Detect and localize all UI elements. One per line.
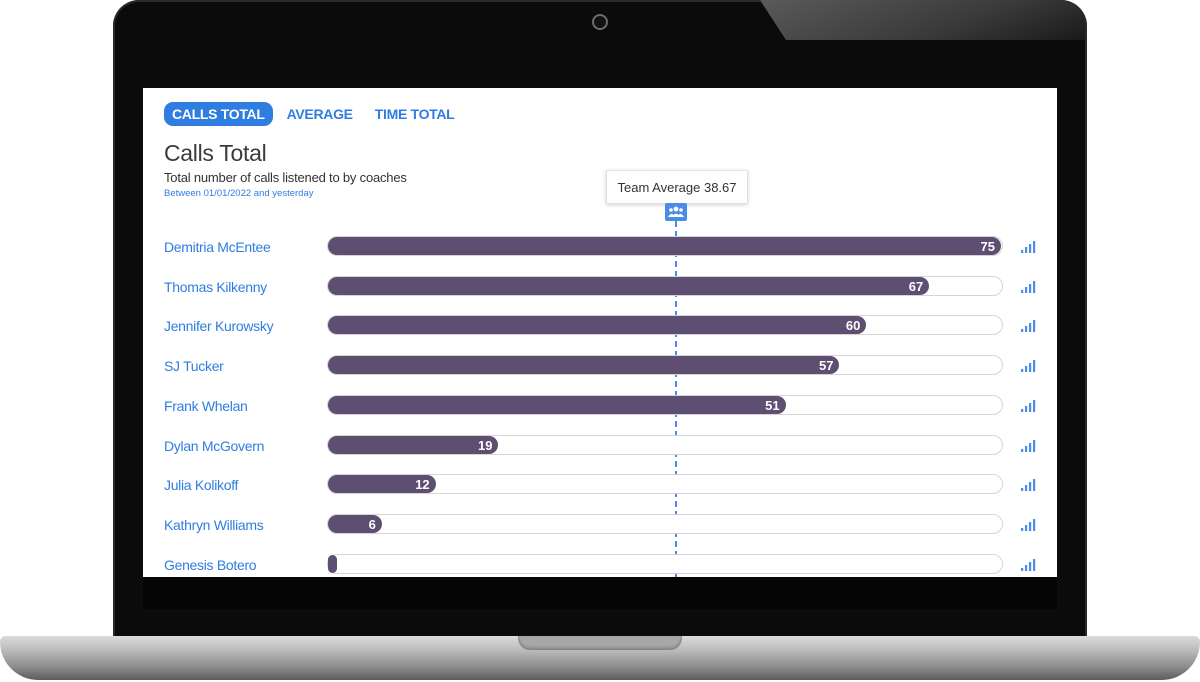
- bar-track: 51: [327, 395, 1003, 415]
- bar-signal-icon[interactable]: [1020, 516, 1036, 532]
- bar-value-label: 19: [478, 438, 492, 453]
- screen-bezel-bottom: [143, 577, 1057, 609]
- coach-name-link[interactable]: Jennifer Kurowsky: [164, 318, 273, 334]
- bar-signal-icon[interactable]: [1020, 476, 1036, 492]
- bar-value-label: 6: [369, 517, 376, 532]
- bar-value-label: 75: [981, 239, 995, 254]
- screen-glare: [760, 0, 1085, 40]
- bar-signal-icon[interactable]: [1020, 556, 1036, 572]
- bar-fill: 75: [328, 237, 1001, 255]
- coach-name-link[interactable]: Dylan McGovern: [164, 438, 264, 454]
- table-row: Genesis Botero: [143, 554, 1057, 577]
- tab-average[interactable]: AVERAGE: [279, 102, 361, 126]
- bar-fill: 57: [328, 356, 839, 374]
- bar-fill: [328, 555, 337, 573]
- bar-signal-icon[interactable]: [1020, 357, 1036, 373]
- team-icon[interactable]: [665, 203, 687, 221]
- bar-signal-icon[interactable]: [1020, 278, 1036, 294]
- bar-value-label: 60: [846, 318, 860, 333]
- bar-fill: 51: [328, 396, 786, 414]
- laptop-notch: [518, 636, 682, 650]
- table-row: Frank Whelan 51: [143, 395, 1057, 419]
- bar-signal-icon[interactable]: [1020, 317, 1036, 333]
- page-title: Calls Total: [164, 140, 266, 167]
- tab-bar: CALLS TOTAL AVERAGE TIME TOTAL: [164, 102, 468, 126]
- bar-fill: 60: [328, 316, 866, 334]
- coach-name-link[interactable]: Genesis Botero: [164, 557, 256, 573]
- bar-fill: 6: [328, 515, 382, 533]
- coach-name-link[interactable]: SJ Tucker: [164, 358, 224, 374]
- bar-fill: 19: [328, 436, 498, 454]
- bar-track: 6: [327, 514, 1003, 534]
- date-range: Between 01/01/2022 and yesterday: [164, 188, 313, 199]
- bar-value-label: 12: [415, 477, 429, 492]
- table-row: Thomas Kilkenny 67: [143, 276, 1057, 300]
- bar-value-label: 57: [819, 358, 833, 373]
- table-row: Kathryn Williams 6: [143, 514, 1057, 538]
- coach-name-link[interactable]: Demitria McEntee: [164, 239, 270, 255]
- bar-fill: 67: [328, 277, 929, 295]
- team-average-tooltip: Team Average 38.67: [606, 170, 748, 204]
- table-row: Julia Kolikoff 12: [143, 474, 1057, 498]
- bar-signal-icon[interactable]: [1020, 238, 1036, 254]
- bar-track: 12: [327, 474, 1003, 494]
- coach-name-link[interactable]: Julia Kolikoff: [164, 477, 238, 493]
- table-row: Demitria McEntee 75: [143, 236, 1057, 260]
- table-row: Jennifer Kurowsky 60: [143, 315, 1057, 339]
- bar-signal-icon[interactable]: [1020, 437, 1036, 453]
- bar-signal-icon[interactable]: [1020, 397, 1036, 413]
- bar-track: 57: [327, 355, 1003, 375]
- bar-track: [327, 554, 1003, 574]
- app-screen: CALLS TOTAL AVERAGE TIME TOTAL Calls Tot…: [143, 88, 1057, 577]
- bar-track: 75: [327, 236, 1003, 256]
- bar-fill: 12: [328, 475, 436, 493]
- page-subtitle: Total number of calls listened to by coa…: [164, 170, 407, 185]
- bar-value-label: 51: [765, 398, 779, 413]
- coach-name-link[interactable]: Kathryn Williams: [164, 517, 263, 533]
- bar-track: 67: [327, 276, 1003, 296]
- table-row: SJ Tucker 57: [143, 355, 1057, 379]
- tab-calls-total[interactable]: CALLS TOTAL: [164, 102, 273, 126]
- tab-time-total[interactable]: TIME TOTAL: [367, 102, 463, 126]
- coach-name-link[interactable]: Thomas Kilkenny: [164, 279, 267, 295]
- bar-track: 60: [327, 315, 1003, 335]
- bar-track: 19: [327, 435, 1003, 455]
- bar-value-label: 67: [909, 279, 923, 294]
- camera-icon: [592, 14, 608, 30]
- table-row: Dylan McGovern 19: [143, 435, 1057, 459]
- coach-name-link[interactable]: Frank Whelan: [164, 398, 248, 414]
